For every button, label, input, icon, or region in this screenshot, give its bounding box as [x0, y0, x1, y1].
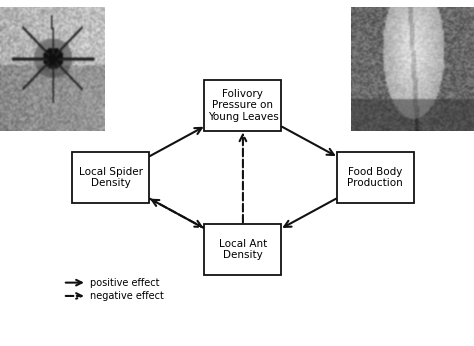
- Text: Local Ant
Density: Local Ant Density: [219, 238, 267, 260]
- FancyBboxPatch shape: [337, 152, 414, 203]
- Text: positive effect: positive effect: [91, 277, 160, 288]
- FancyBboxPatch shape: [204, 224, 282, 275]
- Text: Food Body
Production: Food Body Production: [347, 166, 403, 188]
- FancyBboxPatch shape: [204, 80, 282, 131]
- FancyBboxPatch shape: [72, 152, 149, 203]
- Text: Local Spider
Density: Local Spider Density: [79, 166, 143, 188]
- Text: Folivory
Pressure on
Young Leaves: Folivory Pressure on Young Leaves: [208, 89, 278, 122]
- Text: negative effect: negative effect: [91, 291, 164, 301]
